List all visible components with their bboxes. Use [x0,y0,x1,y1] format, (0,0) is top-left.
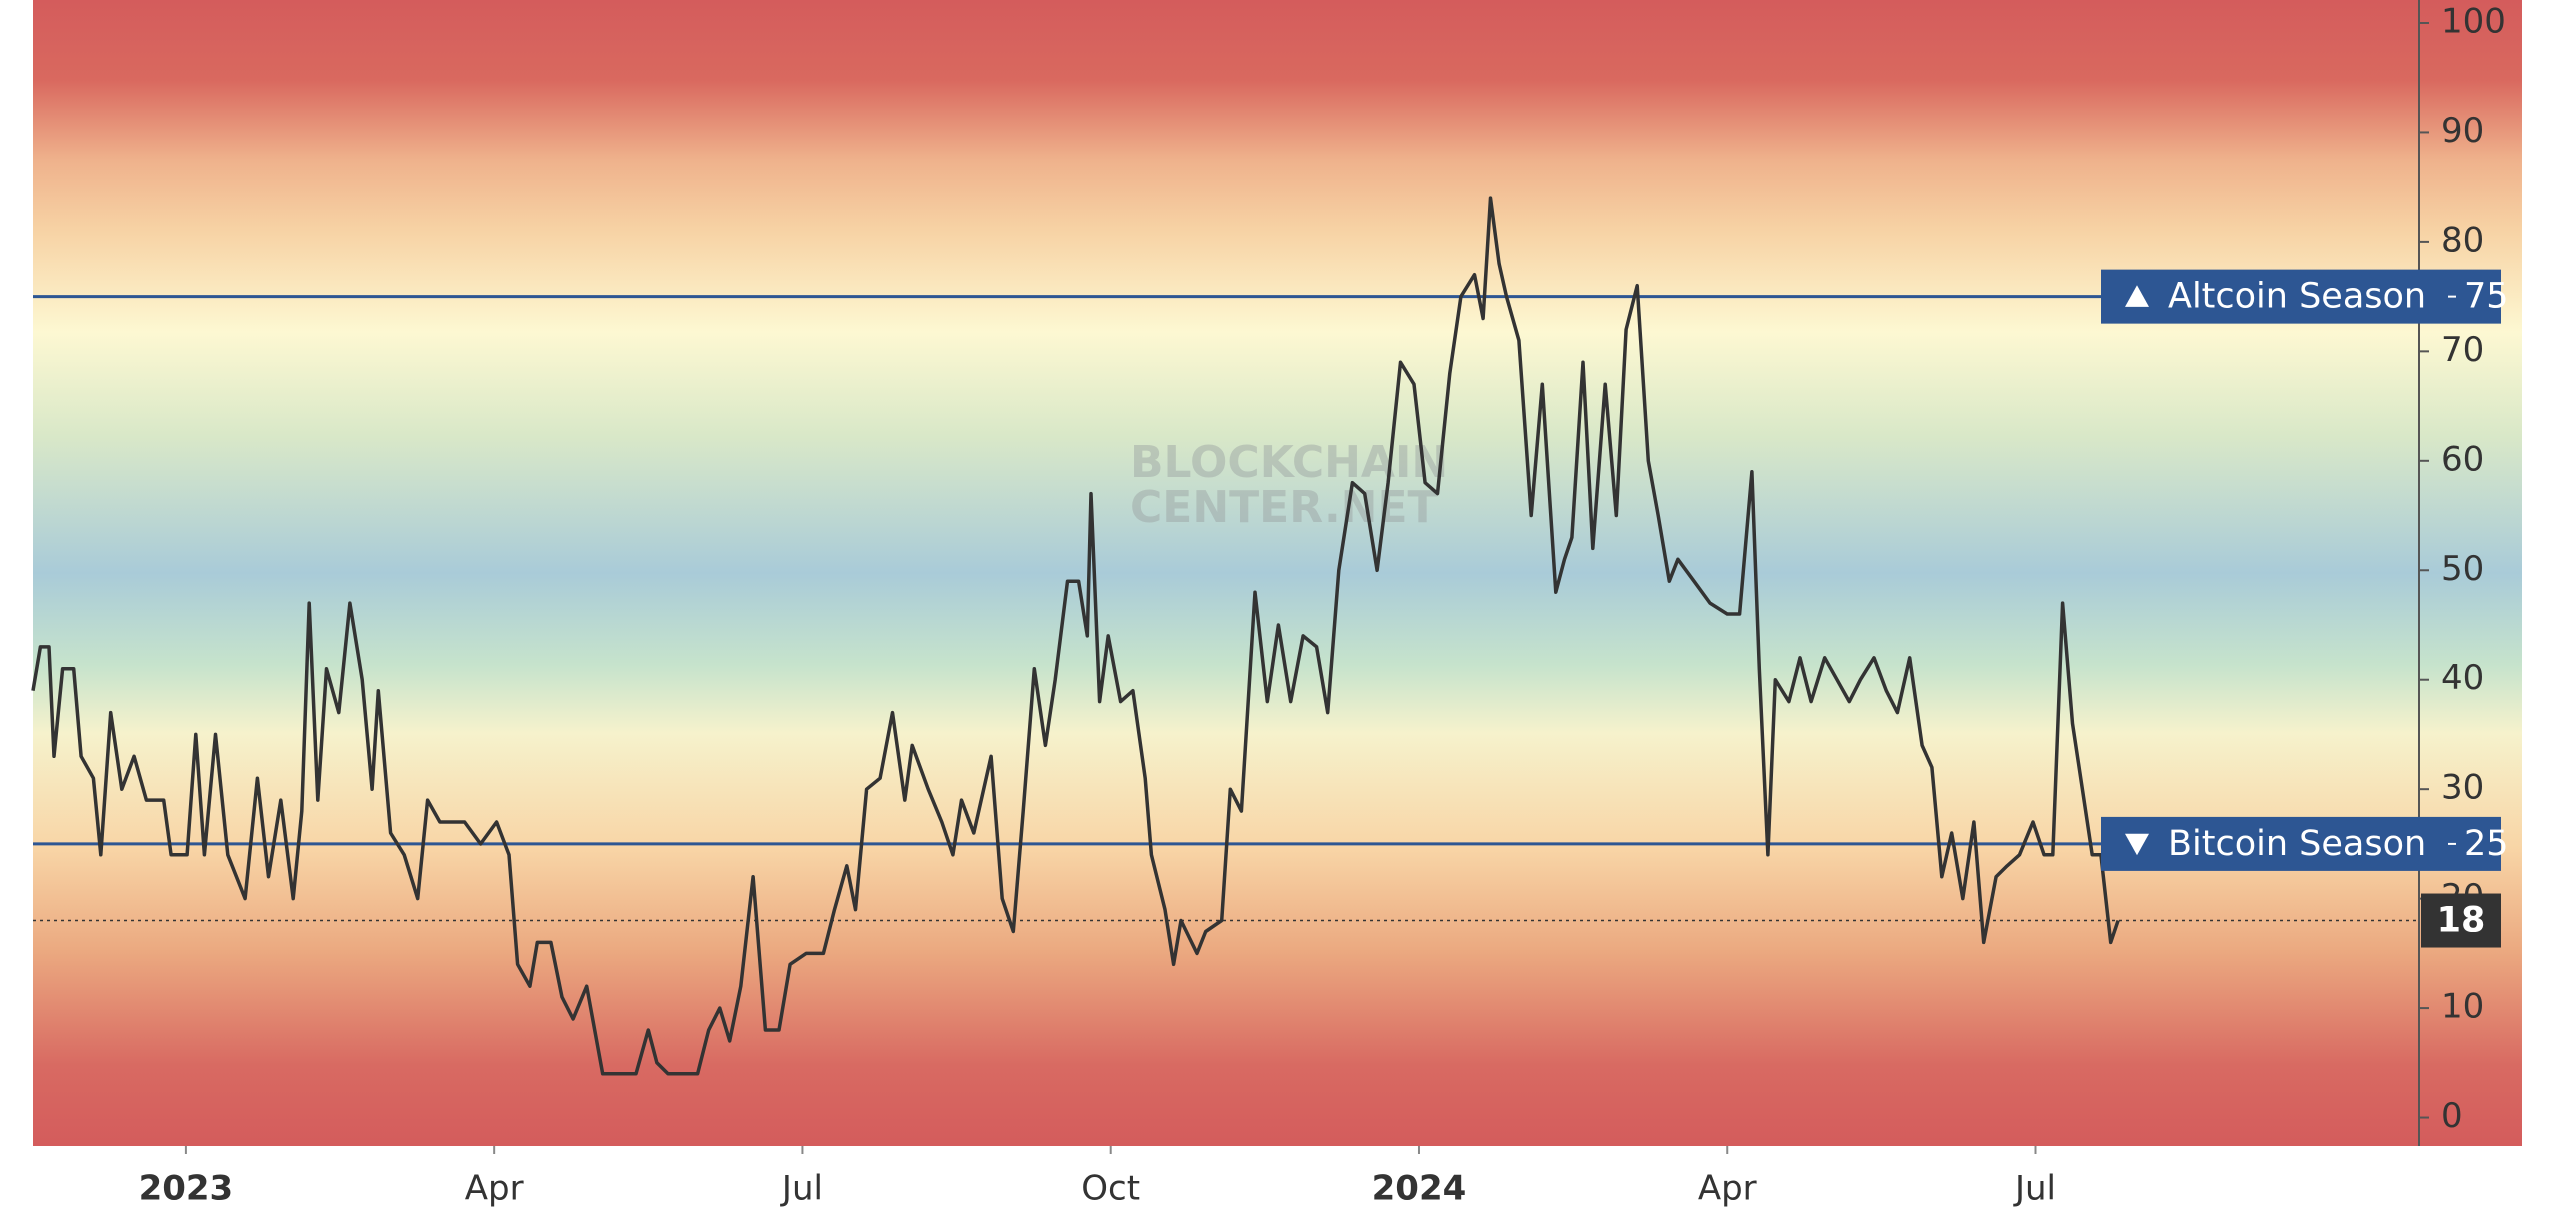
y-tick-label: 0 [2441,1096,2463,1136]
y-tick-label: 70 [2441,330,2484,370]
series [31,196,2419,1076]
y-tick-label: 90 [2441,111,2484,151]
plot-background [33,0,2522,1146]
reference-label-box [2101,816,2501,871]
reference-marker [2125,833,2149,856]
x-tick-label: 2024 [1372,1169,1467,1209]
y-tick-label: 60 [2441,439,2484,479]
x-tick-label: Jul [2013,1169,2056,1209]
reference-label: Altcoin Season [2168,277,2426,317]
x-tick-label: Apr [1698,1169,1757,1209]
watermark-text: BLOCKCHAIN [1130,437,1448,488]
last-value-label: 18 [2437,901,2486,941]
y-tick-label: 50 [2441,549,2484,589]
x-tick-label: Apr [465,1169,524,1209]
x-tick-label: 2023 [139,1169,234,1209]
y-tick-label: 100 [2441,1,2506,41]
y-tick-label: 80 [2441,220,2484,260]
reference-label-box [2101,269,2501,324]
watermark-text: CENTER.NET [1130,482,1438,533]
x-tick-label: Oct [1081,1169,1140,1209]
y-tick-label: 30 [2441,768,2484,808]
y-tick-label: 10 [2441,987,2484,1027]
y-tick-label: 40 [2441,658,2484,698]
series-line [31,196,2120,1076]
reference-value: 25 [2464,824,2509,864]
x-tick-label: Jul [780,1169,823,1209]
reference-marker [2125,285,2149,307]
reference-label: Bitcoin Season [2168,824,2426,864]
reference-value: 75 [2464,277,2509,317]
last-value-box [2421,893,2501,948]
labels: Altcoin Season 75 Bitcoin Season 25 18 [2101,269,2509,948]
